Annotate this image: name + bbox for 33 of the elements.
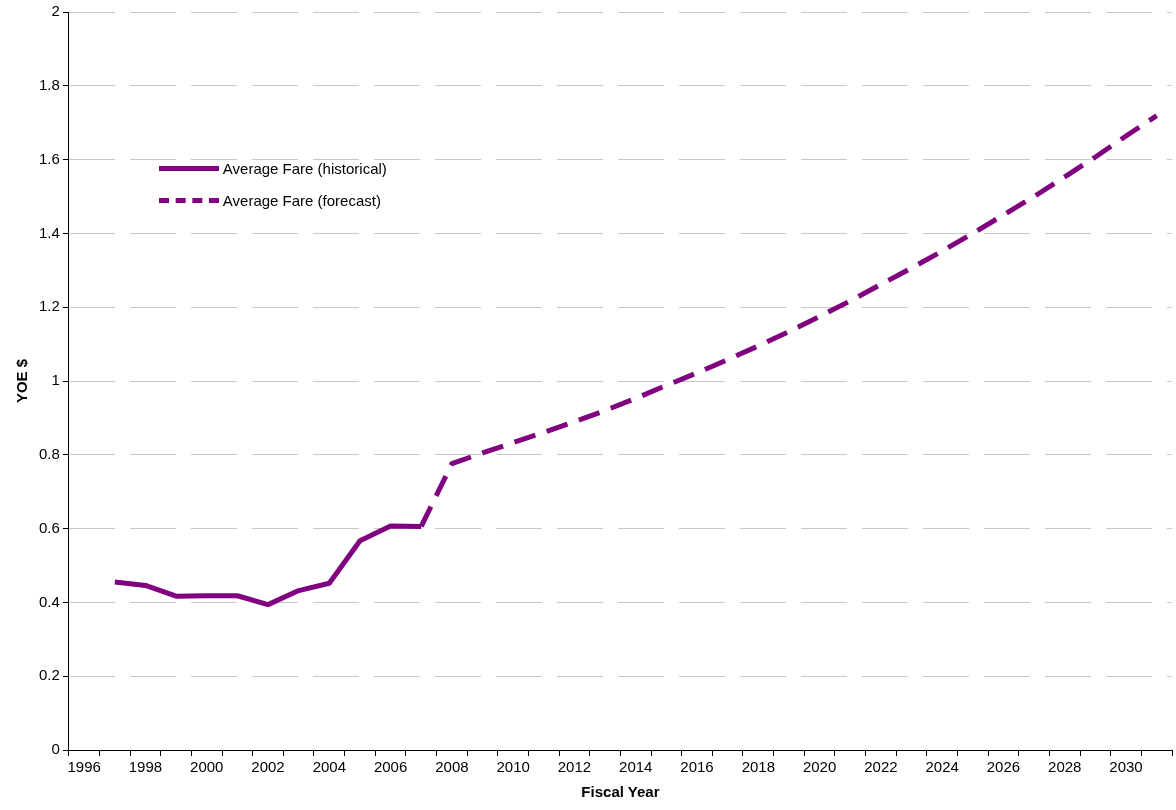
x-tick-label: 2020 xyxy=(802,758,837,776)
x-tick-label: 2014 xyxy=(619,758,653,776)
x-tick-label: 2028 xyxy=(1048,758,1082,776)
y-tick-label: 1.6 xyxy=(38,149,60,167)
y-tick-label: 1.2 xyxy=(38,297,60,315)
x-tick-label: 2006 xyxy=(373,758,408,776)
x-tick-label: 2026 xyxy=(986,758,1021,776)
x-tick-label: 2022 xyxy=(864,758,898,776)
x-axis-title: Fiscal Year xyxy=(581,783,660,801)
y-tick-label: 0.2 xyxy=(38,666,60,684)
y-tick-label: 1 xyxy=(51,371,60,389)
y-tick-label: 2 xyxy=(51,2,60,20)
legend-label: Average Fare (forecast) xyxy=(222,191,381,209)
y-tick-label: 0.8 xyxy=(38,444,60,462)
y-tick-label: 0.4 xyxy=(38,592,60,610)
y-tick-label: 0.6 xyxy=(38,518,60,536)
x-tick-label: 2030 xyxy=(1109,758,1143,776)
x-tick-label: 2008 xyxy=(435,758,469,776)
x-tick-label: 1998 xyxy=(128,758,163,776)
x-tick-label: 2016 xyxy=(680,758,714,776)
x-tick-label: 2000 xyxy=(190,758,224,776)
x-tick-label: 2024 xyxy=(925,758,959,776)
x-tick-label: 1996 xyxy=(67,758,101,776)
y-axis-title: YOE $ xyxy=(13,358,31,404)
x-tick-label: 2010 xyxy=(496,758,530,776)
legend-label: Average Fare (historical) xyxy=(222,159,387,177)
y-tick-label: 1.4 xyxy=(38,223,60,241)
y-tick-label: 0 xyxy=(51,740,60,758)
x-tick-label: 2012 xyxy=(557,758,592,776)
x-tick-label: 2018 xyxy=(741,758,776,776)
y-tick-label: 1.8 xyxy=(38,75,60,93)
x-tick-label: 2004 xyxy=(312,758,347,776)
x-tick-label: 2002 xyxy=(251,758,285,776)
